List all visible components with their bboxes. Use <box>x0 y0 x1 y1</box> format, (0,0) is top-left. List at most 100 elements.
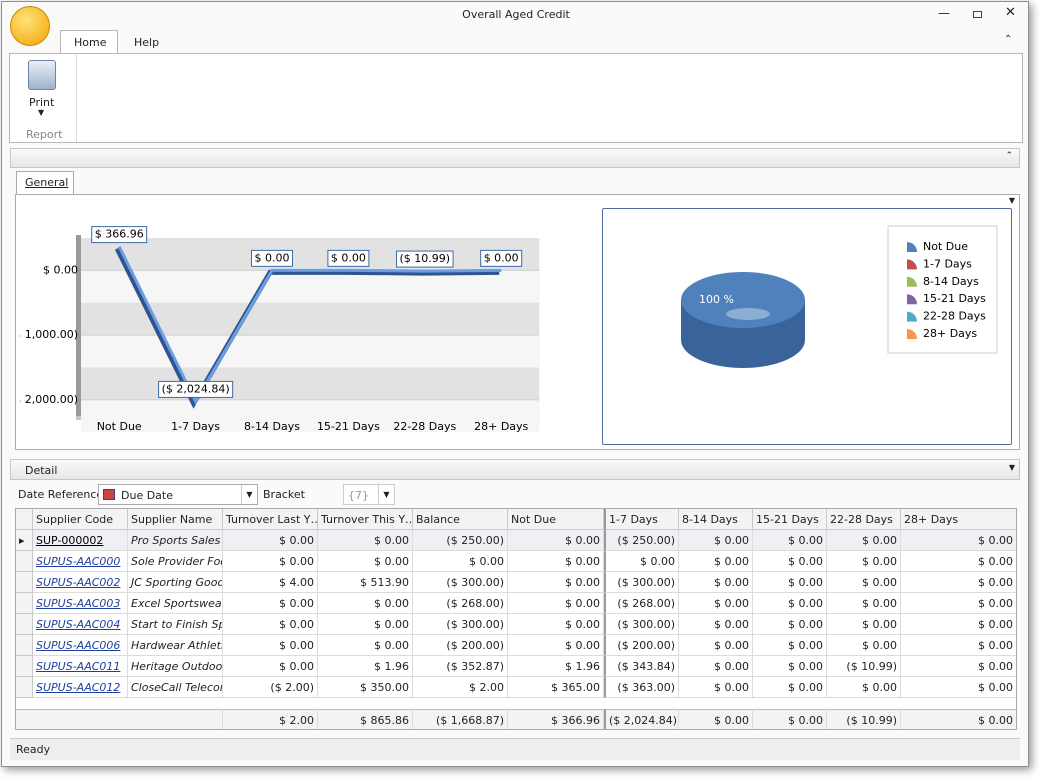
grid-cell: $ 0.00 <box>901 551 1017 572</box>
row-indicator[interactable] <box>16 509 33 530</box>
pie-chart: 100 %Not Due1-7 Days8-14 Days15-21 Days2… <box>602 208 1012 445</box>
grid-cell: $ 0.00 <box>679 530 753 551</box>
grid-cell: JC Sporting Goods <box>128 572 223 593</box>
column-header[interactable]: 15-21 Days <box>753 509 827 530</box>
data-label: $ 0.00 <box>484 251 519 264</box>
grid-cell: $ 1.96 <box>318 656 413 677</box>
tab-label[interactable]: General <box>25 176 68 189</box>
detail-title: Detail <box>25 464 57 477</box>
grid-cell: $ 0.00 <box>508 635 604 656</box>
column-header[interactable]: Supplier Code <box>33 509 128 530</box>
grid-cell: $ 0.00 <box>508 551 604 572</box>
grid-cell: $ 0.00 <box>901 635 1017 656</box>
row-indicator[interactable] <box>16 635 33 656</box>
grid-cell: $ 0.00 <box>827 551 901 572</box>
bracket-select[interactable]: {7} ▼ <box>343 484 395 505</box>
x-tick-label: 22-28 Days <box>393 420 456 433</box>
grid-cell: $ 0.00 <box>753 593 827 614</box>
column-header[interactable]: Turnover This Y… <box>318 509 413 530</box>
grid-cell: $ 0.00 <box>223 635 318 656</box>
minimize[interactable]: — <box>938 6 950 20</box>
group-label: Report <box>26 128 62 141</box>
grid-cell: ($ 343.84) <box>604 656 679 677</box>
grid-cell: $ 1.96 <box>508 656 604 677</box>
grid-cell: $ 0.00 <box>901 593 1017 614</box>
row-indicator[interactable] <box>16 572 33 593</box>
supplier-link[interactable]: SUPUS-AAC012 <box>33 677 128 698</box>
column-header[interactable]: Not Due <box>508 509 604 530</box>
column-header[interactable]: Balance <box>413 509 508 530</box>
column-header[interactable]: Supplier Name <box>128 509 223 530</box>
supplier-link[interactable]: SUPUS-AAC003 <box>33 593 128 614</box>
supplier-link[interactable]: SUPUS-AAC000 <box>33 551 128 572</box>
print-icon[interactable] <box>28 60 56 90</box>
grid-cell: ($ 2.00) <box>223 677 318 698</box>
row-indicator[interactable] <box>16 614 33 635</box>
grid-cell: $ 0.00 <box>318 614 413 635</box>
grid-cell: $ 0.00 <box>827 635 901 656</box>
tab-label[interactable]: Home <box>74 36 106 49</box>
window-title: Overall Aged Credit <box>2 8 1030 21</box>
data-label: $ 0.00 <box>255 251 290 264</box>
legend-label: 1-7 Days <box>923 257 972 270</box>
select-value: Due Date <box>121 489 173 502</box>
column-header[interactable]: 1-7 Days <box>604 509 679 530</box>
grid-cell: $ 0.00 <box>901 614 1017 635</box>
x-tick-label: 28+ Days <box>474 420 528 433</box>
grid-cell: $ 0.00 <box>753 530 827 551</box>
column-header[interactable]: Turnover Last Y… <box>223 509 318 530</box>
tab-label[interactable]: Help <box>134 36 159 49</box>
grid-cell: $ 0.00 <box>827 677 901 698</box>
grid-cell: $ 0.00 <box>508 593 604 614</box>
grid-cell: ($ 268.00) <box>604 593 679 614</box>
row-indicator[interactable] <box>16 656 33 677</box>
grid-cell: Pro Sports Sales <box>128 530 223 551</box>
bracket-label: Bracket <box>263 488 305 501</box>
column-header[interactable]: 28+ Days <box>901 509 1017 530</box>
ribbon: Print ▼ Report <box>9 53 1023 143</box>
total-cell: $ 2.00 <box>223 709 318 730</box>
grid-cell: $ 0.00 <box>827 530 901 551</box>
maximize[interactable] <box>973 11 982 18</box>
grid-cell: $ 0.00 <box>508 614 604 635</box>
grid-cell: ($ 300.00) <box>413 572 508 593</box>
grid-cell: $ 0.00 <box>679 593 753 614</box>
grid-cell: ($ 300.00) <box>604 572 679 593</box>
collapse-ribbon[interactable]: ⌃ <box>1004 34 1012 45</box>
y-tick-label: $ 0.00 <box>43 263 78 276</box>
supplier-link[interactable]: SUPUS-AAC006 <box>33 635 128 656</box>
row-indicator[interactable] <box>16 677 33 698</box>
grid-cell: $ 0.00 <box>753 656 827 677</box>
supplier-link[interactable]: SUPUS-AAC011 <box>33 656 128 677</box>
grid-cell: $ 0.00 <box>508 530 604 551</box>
footer-blank <box>16 709 223 730</box>
supplier-link[interactable]: SUPUS-AAC002 <box>33 572 128 593</box>
close[interactable]: ✕ <box>1005 5 1016 20</box>
detail-header: Detail▼ <box>10 459 1020 480</box>
row-indicator[interactable]: ▸ <box>16 530 33 551</box>
column-header[interactable]: 22-28 Days <box>827 509 901 530</box>
supplier-link[interactable]: SUPUS-AAC004 <box>33 614 128 635</box>
supplier-link[interactable]: SUP-000002 <box>33 530 128 551</box>
pie-highlight <box>726 308 770 320</box>
grid-cell: ($ 250.00) <box>413 530 508 551</box>
line-chart: $ 0.00($ 1,000.00)($ 2,000.00)Not Due$ 3… <box>20 208 602 445</box>
legend-label: 22-28 Days <box>923 310 986 323</box>
column-header[interactable]: 8-14 Days <box>679 509 753 530</box>
total-cell: ($ 10.99) <box>827 709 901 730</box>
grid-cell: Hardwear Athleti… <box>128 635 223 656</box>
date-reference-select[interactable]: Due Date ▼ <box>98 484 258 505</box>
total-cell: ($ 2,024.84) <box>604 709 679 730</box>
grid-cell: $ 0.00 <box>901 656 1017 677</box>
y-tick-label: ($ 2,000.00) <box>20 393 78 406</box>
total-cell: $ 0.00 <box>901 709 1017 730</box>
grid-band <box>81 270 539 302</box>
grid-cell: ($ 10.99) <box>827 656 901 677</box>
row-indicator[interactable] <box>16 551 33 572</box>
legend-label: 15-21 Days <box>923 292 986 305</box>
grid-cell: CloseCall Telecom <box>128 677 223 698</box>
x-tick-label: Not Due <box>97 420 142 433</box>
row-indicator[interactable] <box>16 593 33 614</box>
grid-cell: $ 0.00 <box>413 551 508 572</box>
grid-cell: $ 0.00 <box>679 614 753 635</box>
